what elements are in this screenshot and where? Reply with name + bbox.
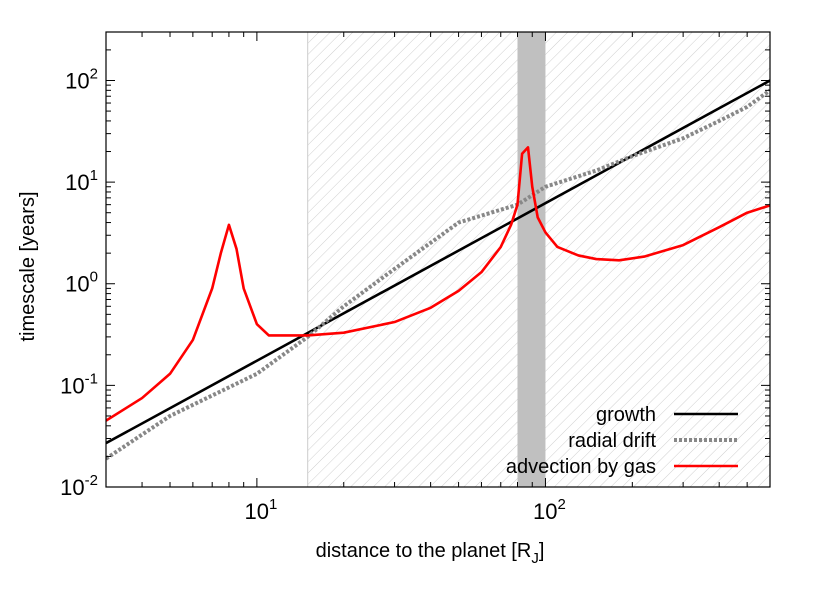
x-tick-label: 101	[244, 496, 277, 524]
series-line-advection-by-gas	[106, 146, 770, 422]
plot-frame	[105, 31, 771, 488]
gray-band-region	[517, 32, 546, 487]
series-line-growth	[106, 79, 770, 445]
legend-label: advection by gas	[506, 456, 656, 478]
y-tick-label: 102	[65, 65, 98, 93]
x-axis-label: distance to the planet [RJ]	[316, 540, 545, 567]
legend-label: growth	[596, 404, 656, 426]
y-axis-label: timescale [years]	[17, 191, 39, 341]
y-tick-label: 10-1	[60, 370, 98, 398]
y-tick-label: 101	[65, 167, 98, 195]
shaded-regions	[307, 32, 770, 487]
y-tick-label: 10-2	[60, 472, 98, 500]
series-lines	[106, 79, 770, 461]
x-tick-label: 102	[533, 496, 566, 524]
legend-label: radial drift	[568, 430, 656, 452]
legend: growth radial drift advection by gas	[506, 404, 738, 478]
axis-ticks: 101 102 10-2 10-1 100 101 102	[60, 31, 771, 524]
y-tick-label: 100	[65, 269, 98, 297]
